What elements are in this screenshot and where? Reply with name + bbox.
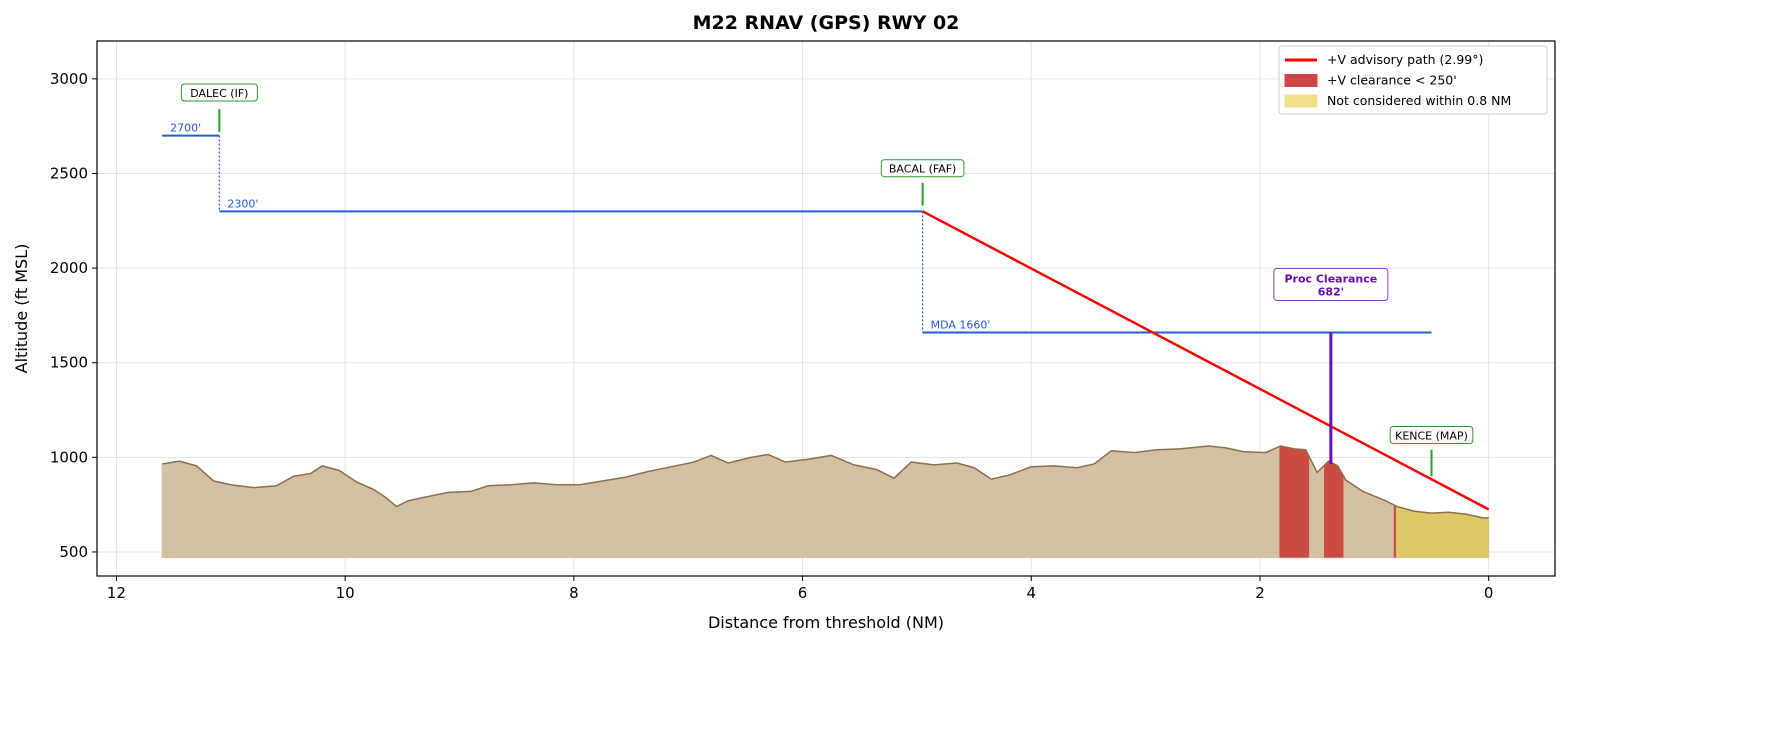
advisory-path-line <box>922 210 1490 511</box>
legend-box <box>1278 45 1548 115</box>
y-tick-label: 500 <box>59 543 88 561</box>
fix-label: KENCE (MAP) <box>1395 430 1468 443</box>
fix-label: BACAL (FAF) <box>889 163 956 176</box>
legend-label: Not considered within 0.8 NM <box>1327 93 1511 108</box>
proc-clearance-box <box>1273 267 1389 301</box>
legend-swatch-patch <box>1284 74 1318 87</box>
clearance-violation-area <box>1279 445 1310 558</box>
y-tick-label: 1500 <box>50 354 88 372</box>
terrain-profile-line <box>162 445 1489 519</box>
fix-label-box <box>180 83 258 102</box>
y-axis-label: Altitude (ft MSL) <box>12 244 31 374</box>
altitude-label: MDA 1660' <box>931 318 991 331</box>
y-tick-label: 1000 <box>50 448 88 466</box>
y-tick-label: 3000 <box>50 70 88 88</box>
altitude-label: 2700' <box>170 122 201 135</box>
x-tick-label: 2 <box>1255 584 1265 602</box>
x-tick-label: 8 <box>569 584 579 602</box>
fix-label: DALEC (IF) <box>190 87 248 100</box>
x-tick-label: 4 <box>1026 584 1036 602</box>
x-tick-label: 12 <box>107 584 126 602</box>
chart-title: M22 RNAV (GPS) RWY 02 <box>693 12 960 34</box>
legend-label: +V clearance < 250' <box>1327 73 1457 88</box>
clearance-violation-area <box>1324 461 1344 558</box>
clearance-violation-area <box>1393 504 1397 558</box>
fix-label-box <box>1389 426 1474 445</box>
legend-swatch-patch <box>1284 94 1318 108</box>
plot-frame <box>96 40 1556 577</box>
x-tick-label: 10 <box>336 584 355 602</box>
fix-label-box <box>880 159 965 178</box>
legend-label: +V advisory path (2.99°) <box>1327 52 1483 67</box>
x-axis-label: Distance from threshold (NM) <box>708 613 944 632</box>
not-considered-area <box>1394 505 1489 558</box>
x-tick-label: 0 <box>1484 584 1494 602</box>
proc-clearance-title: Proc Clearance <box>1284 272 1377 285</box>
altitude-label: 2300' <box>227 197 258 210</box>
x-tick-label: 6 <box>798 584 808 602</box>
proc-clearance-value: 682' <box>1318 285 1344 298</box>
y-tick-label: 2500 <box>50 164 88 182</box>
y-tick-label: 2000 <box>50 259 88 277</box>
